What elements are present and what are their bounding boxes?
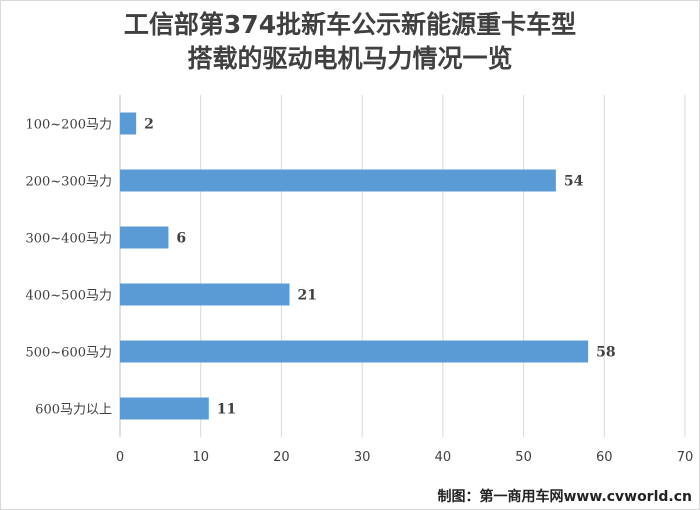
bar [120,112,137,135]
bar [120,169,556,192]
data-label: 58 [596,345,615,361]
data-label: 54 [564,174,584,190]
bar [120,397,209,420]
category-label: 200~300马力 [25,175,112,190]
category-label: 400~500马力 [25,289,112,304]
x-tick-label: 30 [354,450,371,465]
category-label: 300~400马力 [25,232,112,247]
chart-title: 工信部第374批新车公示新能源重卡车型 搭载的驱动电机马力情况一览 [0,8,700,76]
data-label: 6 [176,231,186,247]
chart-title-line-1: 工信部第374批新车公示新能源重卡车型 [123,10,577,39]
category-label: 500~600马力 [25,346,112,361]
x-tick-label: 70 [677,450,694,465]
data-label: 11 [217,402,236,418]
x-tick-label: 10 [192,450,209,465]
bar [120,340,589,363]
x-tick-label: 40 [435,450,452,465]
x-tick-label: 60 [596,450,613,465]
x-tick-label: 50 [515,450,532,465]
chart-title-line-2: 搭载的驱动电机马力情况一览 [187,44,513,73]
bar [120,283,290,306]
x-tick-label: 0 [116,450,124,465]
data-label: 2 [144,117,154,133]
data-label: 21 [298,288,317,304]
category-label: 100~200马力 [25,118,112,133]
bar [120,226,169,249]
footer-credit: 制图：第一商用车网www.cvworld.cn [437,489,692,505]
x-tick-label: 20 [273,450,290,465]
category-label: 600马力以上 [35,403,112,418]
